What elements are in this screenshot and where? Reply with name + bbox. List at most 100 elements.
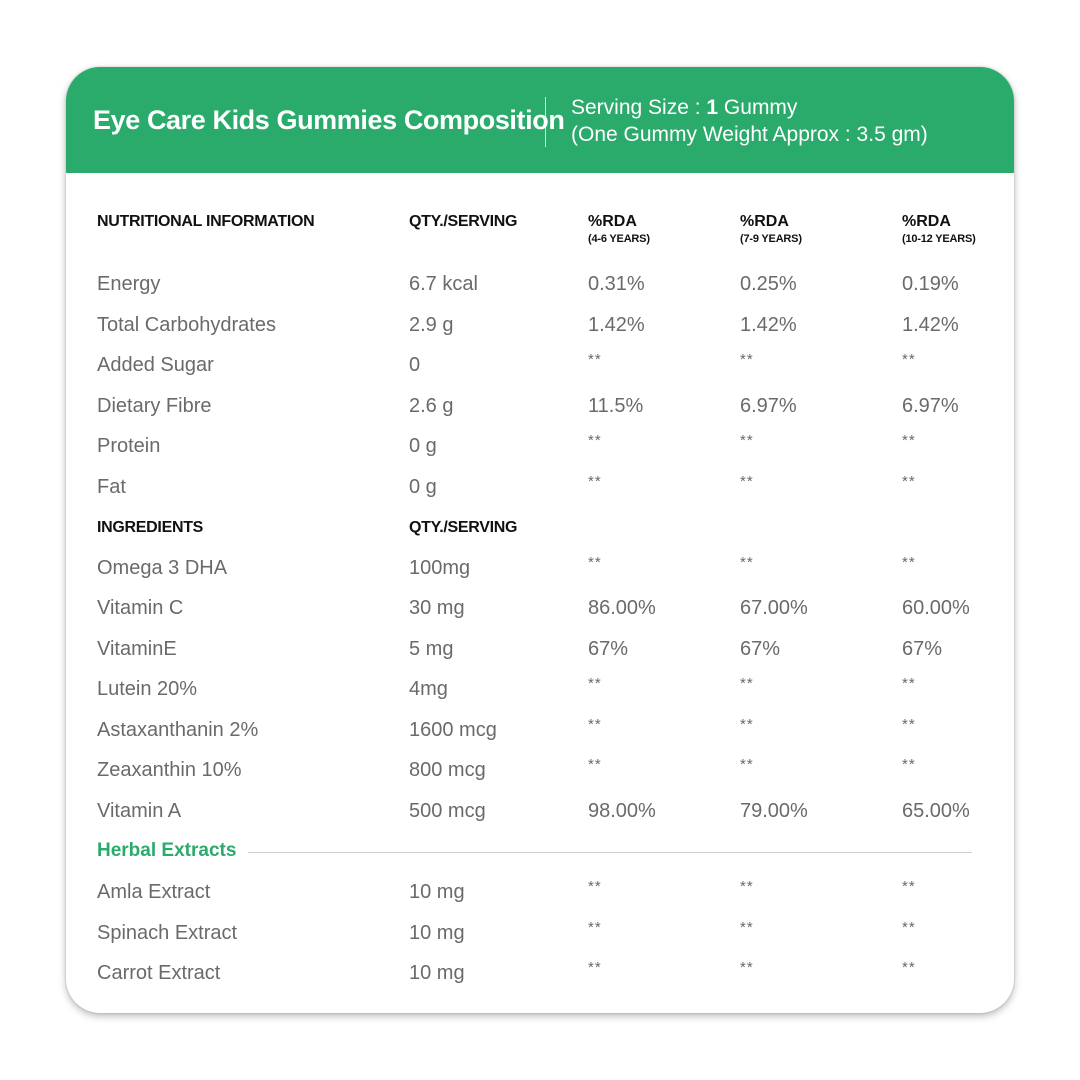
rda-value: ** <box>740 473 754 490</box>
serving-size-number: 1 <box>706 96 719 119</box>
table-row: VitaminE 5 mg 67% 67% 67% <box>66 633 1014 665</box>
ingredients-header-row: INGREDIENTS QTY./SERVING <box>66 518 1014 550</box>
ingredient-quantity: 5 mg <box>409 638 454 660</box>
rda-value: ** <box>588 959 602 976</box>
nutrient-quantity: 2.9 g <box>409 314 454 336</box>
rda-value: ** <box>588 675 602 692</box>
nutrient-name: Fat <box>97 476 126 498</box>
rda-7-9-header: %RDA (7-9 YEARS) <box>740 212 802 246</box>
rda-value: 0.31% <box>588 273 645 295</box>
rda-value: 1.42% <box>588 314 645 336</box>
nutrient-quantity: 6.7 kcal <box>409 273 478 295</box>
rda-value: 86.00% <box>588 597 656 619</box>
nutrient-name: Protein <box>97 435 161 457</box>
gummy-weight-line: (One Gummy Weight Approx : 3.5 gm) <box>571 123 928 146</box>
nutrient-name: Total Carbohydrates <box>97 314 276 336</box>
rda-value: ** <box>902 675 916 692</box>
rda-value: ** <box>902 878 916 895</box>
table-row: Astaxanthanin 2% 1600 mcg ** ** ** <box>66 714 1014 746</box>
ingredient-quantity: 1600 mcg <box>409 719 497 741</box>
table-row: Zeaxanthin 10% 800 mcg ** ** ** <box>66 754 1014 786</box>
rda-value: ** <box>902 473 916 490</box>
rda-age-range: (7-9 YEARS) <box>740 233 802 245</box>
composition-card: Eye Care Kids Gummies Composition Servin… <box>66 67 1014 1013</box>
nutrient-quantity: 0 g <box>409 435 437 457</box>
extract-name: Carrot Extract <box>97 962 221 984</box>
table-row: Fat 0 g ** ** ** <box>66 471 1014 503</box>
table-row: Vitamin A 500 mcg 98.00% 79.00% 65.00% <box>66 795 1014 827</box>
rda-value: 1.42% <box>902 314 959 336</box>
rda-label: %RDA <box>902 213 951 230</box>
table-row: Spinach Extract 10 mg ** ** ** <box>66 917 1014 949</box>
rda-value: 0.19% <box>902 273 959 295</box>
rda-value: ** <box>740 432 754 449</box>
rda-10-12-header: %RDA (10-12 YEARS) <box>902 212 976 246</box>
nutrient-quantity: 0 g <box>409 476 437 498</box>
table-row: Added Sugar 0 ** ** ** <box>66 349 1014 381</box>
extract-quantity: 10 mg <box>409 962 465 984</box>
rda-age-range: (4-6 YEARS) <box>588 233 650 245</box>
quantity-column-header: QTY./SERVING <box>409 213 518 230</box>
rda-value: ** <box>902 716 916 733</box>
rda-value: ** <box>740 878 754 895</box>
extract-quantity: 10 mg <box>409 922 465 944</box>
herbal-extracts-heading: Herbal Extracts <box>97 840 237 861</box>
table-row: Dietary Fibre 2.6 g 11.5% 6.97% 6.97% <box>66 390 1014 422</box>
rda-label: %RDA <box>740 213 789 230</box>
rda-value: ** <box>588 554 602 571</box>
ingredient-name: Astaxanthanin 2% <box>97 719 259 741</box>
rda-value: ** <box>902 554 916 571</box>
card-header: Eye Care Kids Gummies Composition Servin… <box>66 67 1014 173</box>
nutrition-column-header: NUTRITIONAL INFORMATION <box>97 213 315 230</box>
rda-age-range: (10-12 YEARS) <box>902 233 976 245</box>
rda-value: ** <box>740 351 754 368</box>
rda-value: ** <box>740 716 754 733</box>
ingredients-column-header: INGREDIENTS <box>97 519 204 536</box>
rda-value: ** <box>588 473 602 490</box>
nutrient-name: Added Sugar <box>97 354 214 376</box>
section-divider <box>248 852 972 853</box>
extract-name: Spinach Extract <box>97 922 238 944</box>
header-divider <box>545 97 546 147</box>
nutrient-name: Dietary Fibre <box>97 395 212 417</box>
rda-value: ** <box>588 716 602 733</box>
rda-label: %RDA <box>588 213 637 230</box>
rda-value: 79.00% <box>740 800 808 822</box>
rda-value: ** <box>740 959 754 976</box>
rda-value: 65.00% <box>902 800 970 822</box>
rda-value: ** <box>902 351 916 368</box>
ingredient-name: Omega 3 DHA <box>97 557 228 579</box>
ingredient-quantity: 30 mg <box>409 597 465 619</box>
ingredient-quantity: 800 mcg <box>409 759 486 781</box>
ingredient-name: Lutein 20% <box>97 678 198 700</box>
rda-value: 6.97% <box>740 395 797 417</box>
table-row: Total Carbohydrates 2.9 g 1.42% 1.42% 1.… <box>66 309 1014 341</box>
table-row: Protein 0 g ** ** ** <box>66 430 1014 462</box>
quantity-column-header: QTY./SERVING <box>409 519 518 536</box>
serving-size-label: Serving Size : <box>571 96 707 119</box>
rda-value: 1.42% <box>740 314 797 336</box>
ingredient-name: Zeaxanthin 10% <box>97 759 242 781</box>
table-row: Omega 3 DHA 100mg ** ** ** <box>66 552 1014 584</box>
extract-quantity: 10 mg <box>409 881 465 903</box>
rda-value: ** <box>740 675 754 692</box>
rda-value: ** <box>588 878 602 895</box>
ingredient-quantity: 500 mcg <box>409 800 486 822</box>
rda-value: ** <box>740 554 754 571</box>
rda-value: 0.25% <box>740 273 797 295</box>
rda-value: 67% <box>902 638 943 660</box>
nutrient-quantity: 2.6 g <box>409 395 454 417</box>
page-title: Eye Care Kids Gummies Composition <box>93 105 565 135</box>
table-row: Carrot Extract 10 mg ** ** ** <box>66 957 1014 989</box>
table-row: Energy 6.7 kcal 0.31% 0.25% 0.19% <box>66 268 1014 300</box>
serving-info: Serving Size : 1 Gummy (One Gummy Weight… <box>571 94 928 148</box>
nutrient-quantity: 0 <box>409 354 421 376</box>
rda-4-6-header: %RDA (4-6 YEARS) <box>588 212 650 246</box>
ingredient-quantity: 4mg <box>409 678 448 700</box>
rda-value: ** <box>588 432 602 449</box>
rda-value: 98.00% <box>588 800 656 822</box>
ingredient-name: VitaminE <box>97 638 177 660</box>
rda-value: 6.97% <box>902 395 959 417</box>
ingredient-name: Vitamin A <box>97 800 182 822</box>
rda-value: 60.00% <box>902 597 970 619</box>
